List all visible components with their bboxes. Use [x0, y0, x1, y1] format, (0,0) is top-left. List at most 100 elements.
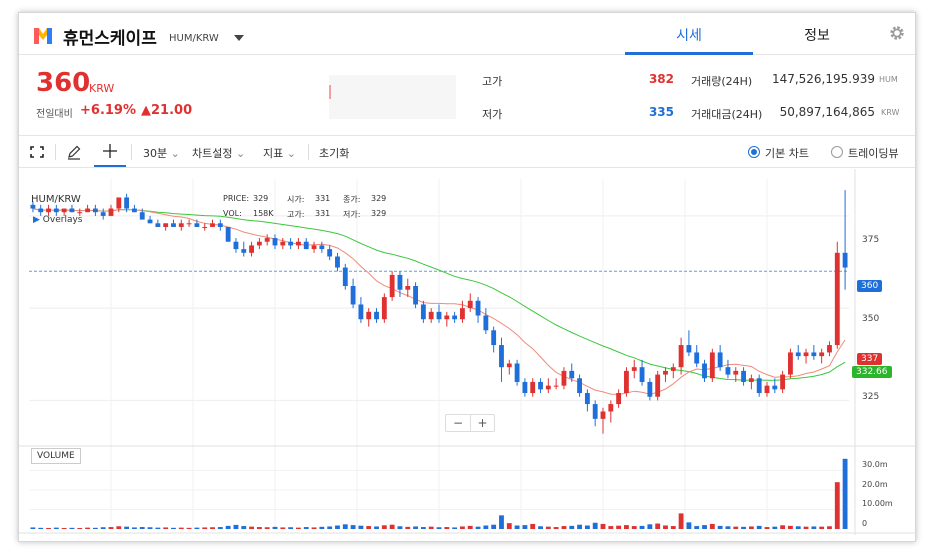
volume-bar	[670, 526, 676, 529]
volume-bar	[108, 527, 114, 529]
pair-selector[interactable]: HUM/KRW	[169, 33, 219, 44]
vol-tick-label: 10.00m	[862, 499, 893, 508]
volume-bar	[280, 527, 286, 529]
volume-bar	[202, 527, 208, 529]
volume-bar	[624, 525, 629, 529]
volume-bar	[124, 526, 130, 529]
chevron-down-icon: ⌄	[170, 147, 180, 160]
volume-bar	[460, 526, 465, 529]
candle-body	[530, 381, 536, 394]
active-tab-indicator	[625, 52, 753, 55]
fullscreen-icon[interactable]	[30, 146, 44, 158]
high-label: 고가	[482, 75, 503, 88]
volume-bar	[756, 525, 762, 529]
tab-market[interactable]: 시세	[676, 28, 702, 44]
reset-button[interactable]: 초기화	[319, 147, 350, 160]
ohlc-close: 329	[371, 194, 387, 203]
chevron-down-icon: ⌄	[286, 147, 296, 160]
chart-settings-dropdown[interactable]: 차트설정 ⌄	[192, 145, 245, 161]
vol-tick-label: 0	[862, 519, 868, 528]
zoom-in-button[interactable]: +	[470, 415, 494, 431]
candle-body	[342, 267, 348, 287]
volume-bar	[420, 527, 426, 529]
candle-body	[834, 252, 840, 346]
volume-bar	[288, 527, 294, 529]
candle-body	[264, 238, 270, 242]
candle-body	[249, 245, 254, 253]
chart-canvas[interactable]	[19, 169, 916, 542]
volume-bar	[139, 527, 145, 529]
trading-view-label[interactable]: 트레이딩뷰	[848, 147, 899, 160]
candle-body	[124, 197, 130, 209]
candle-body	[631, 367, 637, 371]
volume-bar	[53, 527, 59, 529]
candle-body	[38, 208, 44, 213]
vol-tick-label: 30.0m	[862, 460, 888, 469]
y-tick-label: 375	[862, 235, 880, 245]
candle-body	[139, 212, 145, 220]
volume-bar	[530, 523, 536, 529]
indicators-dropdown[interactable]: 지표 ⌄	[263, 145, 296, 161]
candle-body	[366, 311, 372, 320]
candle-body	[647, 381, 653, 397]
coin-header: 휴먼스케이프 HUM/KRW 시세 정보	[19, 13, 915, 55]
overlays-toggle[interactable]: ▶ Overlays	[33, 215, 82, 225]
trading-view-radio[interactable]	[831, 146, 843, 158]
tab-info[interactable]: 정보	[804, 28, 830, 44]
amount-24h-label: 거래대금(24H)	[691, 108, 763, 121]
pencil-icon[interactable]	[66, 144, 82, 160]
volume-bar	[405, 526, 411, 529]
volume-pane-label: VOLUME	[31, 448, 81, 464]
volume-bar	[475, 526, 481, 529]
ohlc-vol-label: VOL:	[223, 209, 242, 218]
volume-bar	[694, 526, 700, 529]
ohlc-price: 329	[253, 194, 269, 203]
basic-chart-label[interactable]: 기본 차트	[765, 147, 809, 160]
candle-body	[748, 378, 754, 382]
volume-bar	[803, 526, 809, 529]
candle-body	[608, 404, 614, 412]
candle-body	[327, 249, 333, 257]
price-chart[interactable]: HUM/KRW ▶ Overlays PRICE: 329 시가: 331 종가…	[19, 169, 916, 542]
interval-dropdown[interactable]: 30분 ⌄	[143, 145, 180, 161]
volume-bar	[374, 526, 379, 529]
volume-bar	[772, 526, 778, 529]
candle-body	[171, 223, 176, 227]
volume-bar	[186, 527, 192, 529]
candle-body	[842, 252, 848, 268]
candle-body	[522, 381, 528, 394]
gear-icon[interactable]	[889, 25, 905, 41]
volume-bar	[381, 525, 387, 529]
candle-body	[210, 223, 215, 227]
volume-bar	[514, 525, 520, 529]
volume-bar	[296, 527, 301, 529]
volume-bar	[256, 527, 262, 529]
candle-body	[241, 249, 247, 253]
volume-bar	[608, 526, 614, 529]
vol-tick-label: 20.0m	[862, 480, 888, 489]
crosshair-icon[interactable]	[102, 143, 118, 159]
volume-bar	[342, 524, 348, 529]
volume-bar	[311, 527, 317, 529]
candle-body	[233, 241, 239, 250]
candle-body	[756, 378, 762, 394]
volume-bar	[811, 526, 817, 529]
candle-body	[725, 367, 731, 375]
basic-chart-radio[interactable]	[748, 146, 760, 158]
candle-body	[538, 381, 543, 390]
humanscape-logo-icon	[34, 28, 52, 44]
candle-body	[600, 411, 606, 419]
caret-down-icon[interactable]	[234, 35, 244, 41]
zoom-out-button[interactable]: −	[452, 416, 464, 430]
volume-bar	[163, 527, 169, 529]
divider	[19, 135, 915, 136]
volume-bar	[819, 526, 825, 529]
volume-bar	[678, 513, 684, 529]
volume-bar	[225, 525, 231, 529]
volume-bar	[436, 527, 442, 529]
candle-body	[186, 223, 192, 225]
volume-bar	[444, 527, 450, 529]
candle-body	[147, 219, 153, 224]
volume-bar	[171, 527, 176, 529]
candle-body	[311, 245, 317, 250]
